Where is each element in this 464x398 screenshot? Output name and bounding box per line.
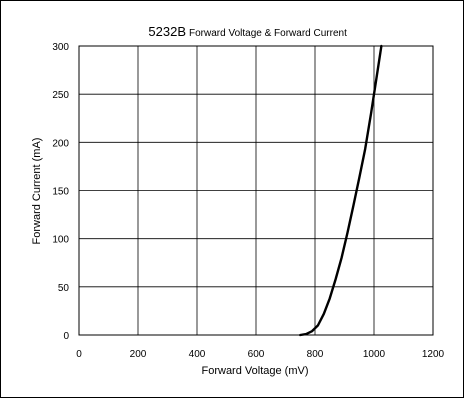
y-tick-label: 300 — [52, 42, 69, 53]
y-axis-title: Forward Current (mA) — [31, 138, 43, 245]
x-axis-title: Forward Voltage (mV) — [202, 365, 309, 377]
x-tick-label: 0 — [76, 349, 82, 360]
y-tick-label: 0 — [63, 331, 69, 342]
y-tick-label: 100 — [52, 235, 69, 246]
x-tick-label: 600 — [248, 349, 265, 360]
y-tick-label: 50 — [58, 283, 70, 294]
x-tick-label: 400 — [189, 349, 206, 360]
x-tick-label: 1200 — [422, 349, 445, 360]
plot-area — [78, 45, 434, 336]
x-tick-label: 1000 — [363, 349, 386, 360]
x-tick-label: 200 — [130, 349, 147, 360]
grid — [78, 45, 434, 336]
y-tick-label: 200 — [52, 138, 69, 149]
y-tick-label: 150 — [52, 187, 69, 198]
series-line — [299, 44, 383, 337]
x-tick-label: 800 — [307, 349, 324, 360]
tick-labels: 0 200 400 600 800 1000 1200 0 50 100 150 200 250 300 — [52, 42, 444, 360]
y-tick-label: 250 — [52, 90, 69, 101]
chart-subtitle: Forward Voltage & Forward Current — [189, 28, 347, 39]
chart-title: 5232B — [148, 24, 186, 39]
